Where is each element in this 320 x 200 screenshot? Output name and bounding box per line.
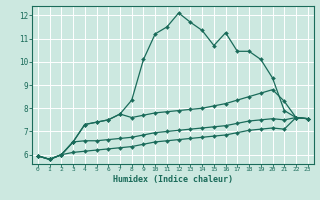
X-axis label: Humidex (Indice chaleur): Humidex (Indice chaleur) [113, 175, 233, 184]
